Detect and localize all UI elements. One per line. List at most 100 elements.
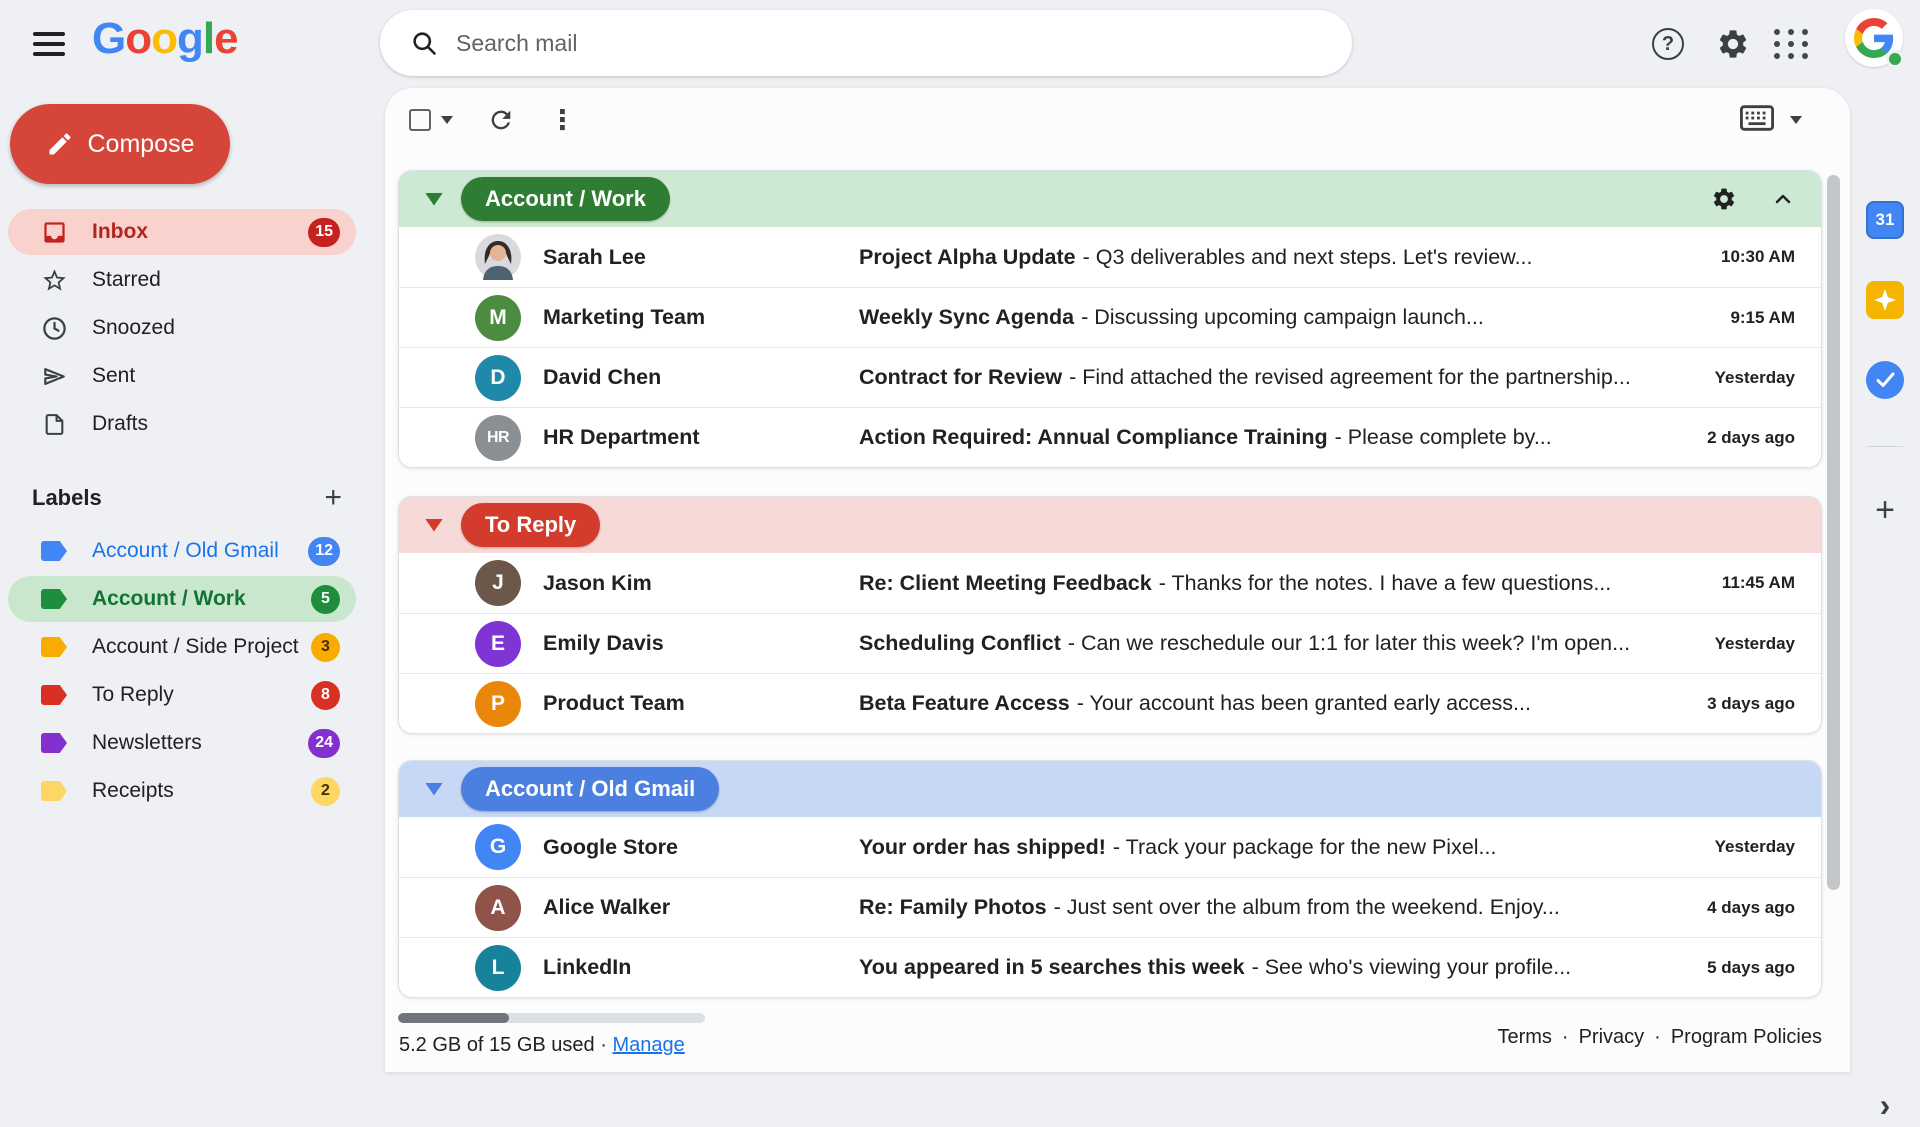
sidebar-item-snoozed[interactable]: Snoozed — [8, 305, 356, 351]
tasks-app-button[interactable] — [1863, 358, 1907, 402]
calendar-icon: 31 — [1866, 201, 1904, 239]
email-subject-line: Scheduling Conflict - Can we reschedule o… — [859, 631, 1671, 656]
program-policies-link[interactable]: Program Policies — [1670, 1026, 1822, 1048]
hamburger-menu-icon[interactable] — [30, 27, 68, 61]
logo-letter: e — [214, 14, 239, 63]
account-avatar[interactable] — [1845, 9, 1904, 68]
email-row[interactable]: Sarah Lee Project Alpha Update - Q3 deliv… — [399, 227, 1821, 287]
email-row[interactable]: A Alice Walker Re: Family Photos - Just s… — [399, 877, 1821, 937]
scrollbar-thumb[interactable] — [1827, 175, 1840, 890]
collapse-triangle-icon[interactable] — [425, 782, 443, 796]
storage-progress-bar — [398, 1013, 705, 1023]
draft-icon — [40, 412, 68, 437]
logo-letter: o — [151, 14, 178, 63]
sidebar-label-work[interactable]: Account / Work 5 — [8, 576, 356, 622]
section-account-old-gmail: Account / Old Gmail G Google Store Your … — [398, 760, 1822, 998]
email-snippet: - Q3 deliverables and next steps. Let's … — [1082, 244, 1533, 269]
online-status-dot — [1886, 50, 1904, 68]
keep-app-button[interactable] — [1863, 278, 1907, 322]
label-count-badge: 2 — [311, 776, 340, 806]
google-logo: Google — [92, 14, 239, 64]
collapse-panel-button[interactable]: › — [1879, 1086, 1891, 1123]
email-time: Yesterday — [1714, 633, 1795, 653]
email-subject-line: Re: Client Meeting Feedback - Thanks for … — [859, 571, 1671, 596]
sender-initial-avatar: L — [475, 944, 521, 991]
logo-letter: o — [125, 14, 152, 63]
help-glyph: ? — [1661, 32, 1675, 55]
input-tools-dropdown-icon[interactable] — [1790, 116, 1802, 124]
email-sender: Google Store — [543, 834, 678, 859]
email-row[interactable]: D David Chen Contract for Review - Find a… — [399, 347, 1821, 407]
email-row[interactable]: G Google Store Your order has shipped! - … — [399, 817, 1821, 877]
get-addons-button[interactable]: + — [1875, 490, 1895, 529]
labels-title: Labels — [32, 485, 102, 510]
section-settings-button[interactable] — [1711, 186, 1737, 212]
sidebar-item-label: Drafts — [92, 412, 149, 435]
tasks-icon — [1866, 361, 1904, 399]
manage-storage-link[interactable]: Manage — [612, 1034, 685, 1056]
email-row[interactable]: E Emily Davis Scheduling Conflict - Can w… — [399, 613, 1821, 673]
email-snippet: - Discussing upcoming campaign launch... — [1081, 305, 1484, 329]
terms-link[interactable]: Terms — [1497, 1026, 1552, 1048]
sidebar-item-sent[interactable]: Sent — [8, 353, 356, 399]
search-input[interactable] — [456, 29, 1328, 57]
sidebar-item-label: Starred — [92, 268, 161, 291]
email-time: 11:45 AM — [1721, 573, 1795, 592]
collapse-triangle-icon[interactable] — [425, 192, 443, 206]
help-button[interactable]: ? — [1646, 22, 1690, 66]
add-label-button[interactable]: + — [324, 481, 342, 514]
email-time: Yesterday — [1714, 367, 1795, 387]
collapse-triangle-icon[interactable] — [425, 518, 443, 532]
separator-dot: · — [1654, 1026, 1661, 1048]
footer-links: Terms · Privacy · Program Policies — [1497, 1026, 1822, 1049]
sidebar-label-old-gmail[interactable]: Account / Old Gmail 12 — [8, 528, 356, 574]
storage-usage: 5.2 GB of 15 GB used · Manage — [399, 1034, 685, 1057]
email-time: 5 days ago — [1707, 957, 1795, 977]
sidebar-label-side-project[interactable]: Account / Side Project 3 — [8, 624, 356, 670]
sidebar-item-label: Sent — [92, 364, 136, 387]
email-subject: Project Alpha Update — [859, 244, 1076, 269]
sidebar-item-drafts[interactable]: Drafts — [8, 401, 356, 447]
label-tag-icon — [41, 541, 67, 561]
sidebar-item-inbox[interactable]: Inbox 15 — [8, 209, 356, 255]
inbox-count-badge: 15 — [308, 217, 340, 247]
settings-button[interactable] — [1711, 22, 1755, 66]
email-row[interactable]: L LinkedIn You appeared in 5 searches th… — [399, 937, 1821, 997]
sidebar-label-receipts[interactable]: Receipts 2 — [8, 768, 356, 814]
compose-label: Compose — [87, 129, 195, 158]
email-subject: Re: Client Meeting Feedback — [859, 570, 1152, 595]
sidebar-label-newsletters[interactable]: Newsletters 24 — [8, 720, 356, 766]
email-row[interactable]: HR HR Department Action Required: Annual… — [399, 407, 1821, 467]
select-dropdown-icon[interactable] — [441, 116, 453, 124]
email-row[interactable]: J Jason Kim Re: Client Meeting Feedback -… — [399, 553, 1821, 613]
more-options-button[interactable]: ⋮ — [549, 104, 576, 135]
compose-button[interactable]: Compose — [10, 104, 230, 184]
sender-initial-avatar: M — [475, 294, 521, 341]
section-to-reply: To Reply J Jason Kim Re: Client Meeting … — [398, 496, 1822, 734]
select-all-checkbox[interactable] — [409, 109, 431, 131]
email-subject: Action Required: Annual Compliance Train… — [859, 425, 1328, 449]
input-tools-button[interactable] — [1740, 104, 1774, 136]
email-subject-line: You appeared in 5 searches this week - Se… — [859, 955, 1671, 980]
email-row[interactable]: P Product Team Beta Feature Access - Your… — [399, 673, 1821, 733]
panel-divider — [1867, 446, 1903, 447]
sidebar-item-starred[interactable]: Starred — [8, 257, 356, 303]
sender-photo-avatar — [475, 234, 521, 280]
sidebar-label-to-reply[interactable]: To Reply 8 — [8, 672, 356, 718]
help-icon: ? — [1652, 28, 1684, 60]
apps-grid-icon — [1774, 29, 1810, 59]
email-snippet: - Find attached the revised agreement fo… — [1069, 365, 1631, 389]
refresh-button[interactable] — [487, 106, 515, 134]
label-tag-icon — [41, 781, 67, 801]
email-sender: Alice Walker — [543, 895, 671, 919]
section-collapse-button[interactable] — [1771, 187, 1795, 211]
email-subject-line: Contract for Review - Find attached the r… — [859, 365, 1671, 390]
logo-letter: l — [202, 14, 215, 63]
section-label-pill[interactable]: Account / Work — [461, 177, 670, 221]
section-label-pill[interactable]: Account / Old Gmail — [461, 767, 720, 811]
calendar-app-button[interactable]: 31 — [1863, 198, 1907, 242]
apps-grid-button[interactable] — [1770, 22, 1814, 66]
privacy-link[interactable]: Privacy — [1578, 1026, 1645, 1048]
email-row[interactable]: M Marketing Team Weekly Sync Agenda - Dis… — [399, 287, 1821, 347]
section-label-pill[interactable]: To Reply — [461, 503, 601, 547]
